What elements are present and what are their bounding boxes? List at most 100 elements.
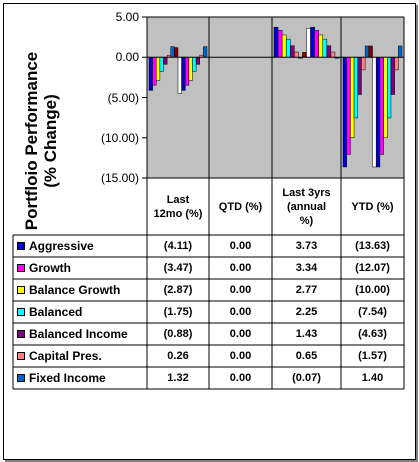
data-label: 0.65 <box>295 350 318 362</box>
data-label: (12.07) <box>355 262 390 274</box>
category-header-line: %) <box>299 214 314 227</box>
data-label: (7.54) <box>358 306 387 318</box>
y-axis-label-line: (% Change) <box>41 93 60 188</box>
data-label: (0.07) <box>292 372 321 384</box>
data-label: (1.75) <box>163 306 193 318</box>
data-label: (0.88) <box>163 328 193 340</box>
category-header-line: 12mo (%) <box>153 207 203 220</box>
bar-fixed-income <box>364 45 370 58</box>
bar-growth <box>277 30 283 58</box>
bar-extra-white <box>177 57 182 94</box>
bar-balance-growth <box>156 57 161 81</box>
bar-extra-white <box>372 57 377 168</box>
y-axis-label-line: Portfloio Performance <box>22 51 41 230</box>
data-label: 0.00 <box>229 350 252 362</box>
bar-capital-pres--2 <box>394 57 399 71</box>
data-label: 0.00 <box>229 328 252 340</box>
bar-fixed-income-2 <box>203 46 208 58</box>
category-header-line: YTD (%) <box>351 200 394 213</box>
bar-balanced-2 <box>387 57 392 119</box>
bar-balanced-income <box>357 57 362 95</box>
data-label: 2.25 <box>295 306 318 318</box>
legend-swatch <box>17 286 25 294</box>
bar-extra <box>302 52 307 58</box>
legend-label: Balanced <box>29 305 83 319</box>
bar-balanced-income <box>290 45 295 58</box>
bar-balanced-2 <box>192 57 197 72</box>
legend-label: Growth <box>29 261 71 275</box>
bar-balanced-income-2 <box>390 57 395 95</box>
bar-fixed-income-2 <box>398 45 403 58</box>
data-label: 0.00 <box>229 306 252 318</box>
y-tick-label: (5.00) <box>107 90 139 105</box>
bar-aggressive <box>342 57 347 168</box>
category-header-line: Last 3yrs <box>282 186 331 199</box>
legend-label: Capital Pres. <box>29 349 102 363</box>
bar-growth-2 <box>185 57 190 86</box>
legend-label: Fixed Income <box>29 371 106 385</box>
data-label: 0.00 <box>229 262 252 274</box>
bar-extra-white <box>306 28 311 58</box>
data-label: (2.87) <box>163 284 193 296</box>
bar-growth <box>346 57 351 155</box>
bar-balance-growth-2 <box>318 34 323 58</box>
bar-capital-pres--2 <box>330 51 336 58</box>
data-label: 1.43 <box>295 328 318 340</box>
bar-aggressive <box>148 57 153 91</box>
category-header: Last 12mo (%) <box>147 193 209 221</box>
bar-balance-growth <box>350 57 355 138</box>
data-label: 1.32 <box>167 372 189 384</box>
data-label: 3.34 <box>295 262 318 274</box>
bar-balanced-income-2 <box>195 57 200 65</box>
data-label: (4.11) <box>163 240 193 252</box>
category-header-line: Last <box>166 193 190 206</box>
legend-label: Balanced Income <box>29 327 128 341</box>
data-label: 0.26 <box>167 350 189 362</box>
y-tick-label: 0.00 <box>115 50 139 65</box>
data-label: 0.00 <box>229 284 252 296</box>
data-label: 2.77 <box>295 284 318 296</box>
bar-balance-growth <box>281 34 287 58</box>
bar-balance-growth-2 <box>383 57 388 138</box>
legend-label: Aggressive <box>29 239 94 253</box>
bar-balanced-income-2 <box>326 45 332 58</box>
bar-balanced <box>159 57 164 72</box>
bar-fixed-income <box>170 46 175 58</box>
bar-balance-growth-2 <box>188 57 193 81</box>
legend-label: Balance Growth <box>29 283 121 297</box>
legend-swatch <box>17 242 25 250</box>
bar-growth-2 <box>314 30 319 58</box>
bar-aggressive <box>273 26 279 58</box>
y-tick-label: (10.00) <box>100 130 139 145</box>
y-tick-label: 5.00 <box>115 10 139 24</box>
bar-aggressive-2 <box>310 26 315 58</box>
bar-aggressive-2 <box>181 57 186 91</box>
y-tick-label: (15.00) <box>100 171 139 185</box>
bar-extra <box>174 47 179 58</box>
y-axis-label: Portfloio Performance (% Change) <box>11 51 71 230</box>
category-header-line: QTD (%) <box>218 200 263 213</box>
legend-swatch <box>17 374 25 382</box>
bar-balanced <box>353 57 358 119</box>
y-axis-label-text: Portfloio Performance (% Change) <box>22 51 60 230</box>
data-label: (4.63) <box>358 328 387 340</box>
data-label: 1.40 <box>361 372 384 384</box>
data-label: 3.73 <box>295 240 318 252</box>
legend-swatch <box>17 264 25 272</box>
legend-swatch <box>17 308 25 316</box>
category-header-line: (annual <box>286 200 327 213</box>
bar-extra <box>368 45 373 58</box>
data-label: (3.47) <box>163 262 193 274</box>
bar-growth <box>152 57 157 86</box>
bar-capital-pres- <box>294 51 299 58</box>
bar-capital-pres- <box>361 57 366 71</box>
bar-balanced <box>285 38 291 58</box>
bar-growth-2 <box>379 57 384 155</box>
data-label: 0.00 <box>229 372 252 384</box>
bar-balanced-income <box>163 57 168 65</box>
category-header: QTD (%) <box>209 200 272 214</box>
legend-swatch <box>17 352 25 360</box>
bar-aggressive-2 <box>375 57 381 168</box>
data-label: (1.57) <box>358 350 387 362</box>
